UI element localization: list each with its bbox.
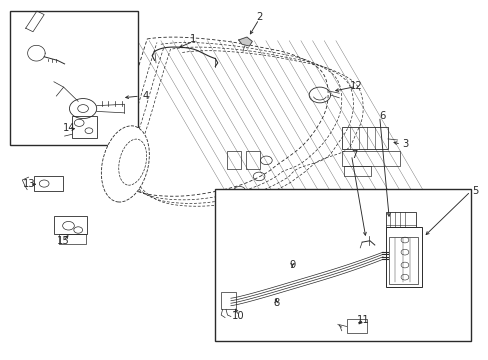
Text: 6: 6 [379, 111, 385, 121]
Bar [227, 151, 241, 169]
Bar [388, 237, 417, 284]
Text: 14: 14 [63, 123, 76, 133]
Bar [72, 116, 97, 138]
Bar [34, 176, 62, 191]
Text: 4: 4 [142, 91, 148, 101]
Bar [215, 189, 469, 342]
Text: 3: 3 [402, 139, 408, 149]
Text: 2: 2 [255, 13, 262, 22]
Text: 7: 7 [351, 150, 357, 160]
Ellipse shape [101, 126, 149, 202]
Bar [385, 212, 415, 227]
Bar [10, 11, 137, 145]
Text: 9: 9 [288, 260, 295, 270]
Text: 5: 5 [471, 186, 477, 197]
Polygon shape [238, 37, 252, 46]
Bar [346, 319, 366, 333]
Ellipse shape [119, 139, 146, 185]
Bar [221, 292, 235, 309]
Bar [341, 127, 387, 149]
Text: 11: 11 [357, 315, 369, 325]
Text: 10: 10 [232, 311, 244, 321]
Text: 8: 8 [272, 298, 279, 308]
Bar [59, 234, 85, 244]
Text: 13: 13 [23, 179, 36, 189]
Bar [54, 216, 87, 234]
Bar [385, 227, 421, 287]
Bar [341, 151, 399, 166]
Text: 12: 12 [349, 81, 362, 91]
Bar [245, 151, 259, 169]
Text: 1: 1 [190, 34, 196, 44]
Text: 15: 15 [57, 237, 70, 247]
Bar [344, 166, 370, 176]
